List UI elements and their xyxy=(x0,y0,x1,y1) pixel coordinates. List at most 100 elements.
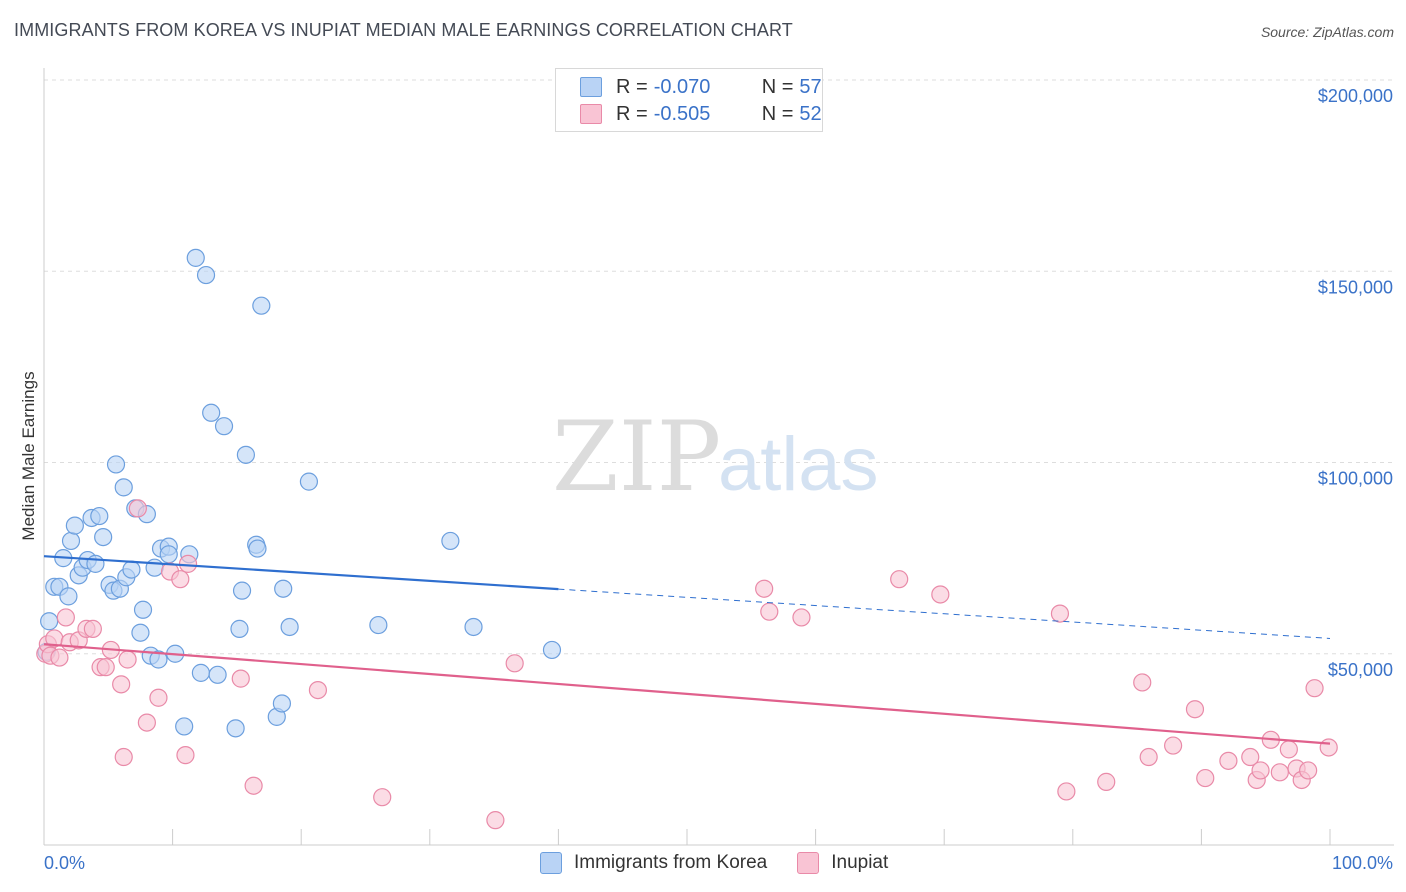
korea-point xyxy=(208,665,227,684)
korea-point xyxy=(175,717,194,736)
korea-point xyxy=(90,506,109,526)
korea-point xyxy=(131,623,150,642)
inupiat-point xyxy=(244,776,263,795)
korea-point xyxy=(106,455,126,474)
inupiat-point xyxy=(1196,768,1215,788)
inupiat-point xyxy=(1057,782,1076,801)
inupiat-point xyxy=(792,608,811,627)
watermark-zip: ZIP xyxy=(552,401,721,513)
inupiat-point xyxy=(137,713,156,732)
korea-n-value: 57 xyxy=(799,75,822,98)
korea-point xyxy=(133,600,153,619)
korea-point xyxy=(441,531,460,551)
korea-point xyxy=(369,615,388,635)
y-tick-labels: $50,000 $100,000 $150,000 $200,000 xyxy=(1318,86,1393,680)
inupiat-point xyxy=(56,608,75,627)
korea-point xyxy=(159,545,178,564)
inupiat-point xyxy=(1319,738,1338,757)
inupiat-point xyxy=(486,811,505,830)
x-tick-label-max: 100.0% xyxy=(1332,853,1393,873)
korea-point xyxy=(40,612,59,631)
korea-point xyxy=(86,554,105,573)
inupiat-point xyxy=(178,554,198,573)
korea-swatch xyxy=(580,77,602,97)
inupiat-trend-line xyxy=(43,643,1331,745)
korea-point xyxy=(542,640,562,660)
inupiat-point xyxy=(50,648,69,667)
legend-item-korea: Immigrants from Korea xyxy=(540,852,767,874)
korea-point xyxy=(252,296,271,315)
legend-korea-swatch xyxy=(540,852,562,874)
korea-r-label: R = xyxy=(616,75,648,98)
korea-point xyxy=(299,472,319,491)
korea-point xyxy=(196,265,216,285)
correlation-legend: R = -0.070 N = 57 R = -0.505 N = 52 xyxy=(555,68,823,132)
inupiat-point xyxy=(1241,747,1260,767)
axes xyxy=(43,68,1394,846)
korea-n-label: N = xyxy=(761,75,794,98)
inupiat-point xyxy=(176,746,195,765)
korea-point xyxy=(149,650,168,669)
legend-inupiat-swatch xyxy=(797,852,820,874)
korea-point xyxy=(122,560,141,579)
y-axis-title: Median Male Earnings xyxy=(19,371,38,540)
korea-point xyxy=(94,527,113,547)
legend-row-inupiat: R = -0.505 N = 52 xyxy=(580,102,822,126)
series-legend: Immigrants from Korea Inupiat xyxy=(540,852,918,874)
inupiat-point xyxy=(118,650,137,669)
korea-point xyxy=(145,558,164,577)
legend-row-korea: R = -0.070 N = 57 xyxy=(580,75,822,99)
legend-inupiat-label: Inupiat xyxy=(831,852,889,873)
korea-point xyxy=(65,516,84,535)
korea-r-value: -0.070 xyxy=(653,75,711,98)
inupiat-point xyxy=(231,669,250,688)
y-tick-label: $50,000 xyxy=(1328,660,1393,680)
korea-point xyxy=(232,581,252,600)
legend-item-inupiat: Inupiat xyxy=(797,852,888,874)
korea-trend-line xyxy=(43,555,559,591)
korea-point xyxy=(272,694,292,713)
inupiat-point xyxy=(1279,740,1298,759)
grid-lines xyxy=(44,79,1394,655)
inupiat-point xyxy=(1050,604,1070,623)
inupiat-point xyxy=(1164,736,1183,755)
korea-point xyxy=(59,587,78,606)
inupiat-point xyxy=(1219,751,1238,770)
x-ticks xyxy=(43,829,1331,845)
korea-point xyxy=(248,539,267,558)
inupiat-point xyxy=(308,680,328,700)
inupiat-point xyxy=(760,602,779,621)
korea-point xyxy=(214,417,234,436)
source-credit: Source: ZipAtlas.com xyxy=(1260,24,1394,40)
inupiat-point xyxy=(1299,761,1318,780)
korea-point xyxy=(186,248,205,267)
trend-lines xyxy=(43,555,1331,745)
watermark-atlas: atlas xyxy=(718,422,879,507)
inupiat-point xyxy=(1270,763,1289,782)
legend-korea-label: Immigrants from Korea xyxy=(574,852,768,873)
inupiat-swatch xyxy=(580,104,602,124)
watermark: ZIP atlas xyxy=(552,401,879,513)
korea-point xyxy=(280,617,299,637)
korea-point xyxy=(191,663,210,682)
korea-point xyxy=(236,445,256,464)
inupiat-point xyxy=(1251,761,1270,780)
korea-point xyxy=(114,478,133,497)
inupiat-point xyxy=(373,788,392,807)
inupiat-point xyxy=(112,675,131,694)
inupiat-point xyxy=(1133,673,1152,692)
y-tick-label: $100,000 xyxy=(1318,469,1393,489)
inupiat-point xyxy=(755,579,774,598)
korea-point xyxy=(464,617,483,637)
inupiat-point xyxy=(83,619,102,638)
inupiat-point xyxy=(505,654,524,673)
korea-point xyxy=(61,531,81,551)
y-tick-label: $150,000 xyxy=(1318,277,1393,297)
korea-point xyxy=(230,619,249,638)
x-tick-label-min: 0.0% xyxy=(44,853,85,873)
inupiat-point xyxy=(890,570,909,589)
inupiat-point xyxy=(1097,772,1116,791)
inupiat-point xyxy=(96,658,115,677)
inupiat-point xyxy=(1305,679,1324,698)
